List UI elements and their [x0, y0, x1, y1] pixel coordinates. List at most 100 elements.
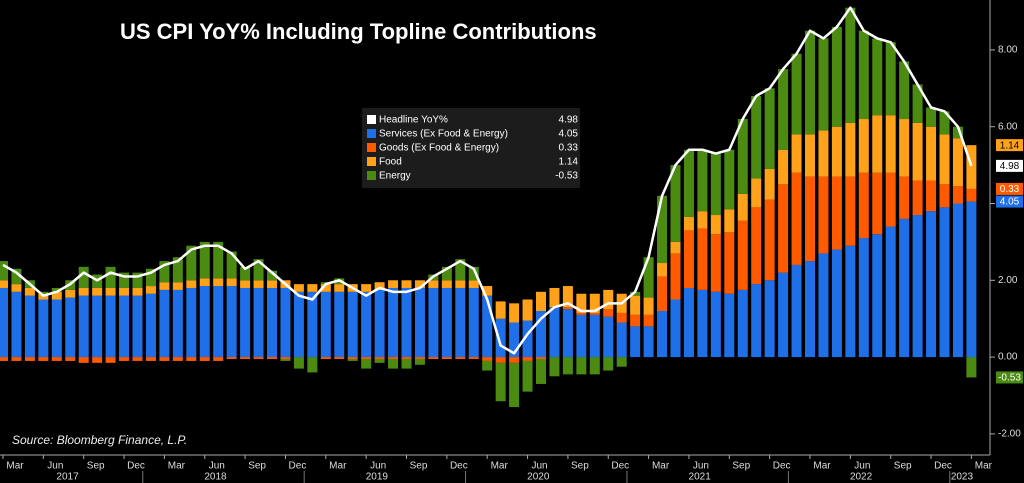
- bar: [805, 176, 815, 262]
- bar: [482, 295, 493, 358]
- bar: [92, 295, 103, 358]
- bar: [199, 357, 210, 361]
- bar: [858, 172, 869, 239]
- bar: [818, 176, 829, 254]
- bar: [791, 134, 802, 173]
- bar: [724, 293, 735, 358]
- bar: [495, 318, 506, 358]
- bar: [683, 230, 694, 288]
- bar: [24, 287, 35, 296]
- bar: [912, 215, 923, 358]
- bar: [576, 314, 587, 358]
- bar: [805, 261, 815, 358]
- bar: [778, 149, 789, 185]
- bar: [401, 280, 412, 288]
- bar: [293, 284, 304, 292]
- bar: [11, 357, 22, 361]
- bar: [105, 357, 116, 363]
- bar: [132, 272, 143, 288]
- bar: [576, 293, 587, 313]
- bar: [347, 359, 358, 361]
- bar: [226, 357, 237, 360]
- bar: [482, 286, 493, 296]
- bar: [589, 314, 600, 358]
- bar: [199, 286, 210, 358]
- bar: [38, 299, 49, 358]
- bar: [414, 357, 425, 360]
- x-tick-label: Dec: [934, 461, 952, 472]
- bar: [764, 168, 775, 200]
- bar: [159, 357, 170, 361]
- bar: [92, 357, 103, 363]
- bar: [670, 165, 681, 242]
- bar: [737, 220, 748, 290]
- value-tag: [996, 182, 1023, 195]
- bar: [347, 291, 358, 358]
- bar: [172, 257, 183, 283]
- bar: [78, 357, 89, 363]
- bar: [119, 295, 130, 358]
- bar: [240, 266, 251, 281]
- bar: [253, 287, 264, 358]
- bar: [858, 238, 869, 358]
- bar: [414, 280, 425, 288]
- bar: [92, 287, 103, 296]
- y-tick-label: 0.00: [998, 352, 1018, 363]
- bar: [172, 357, 183, 361]
- bar: [751, 207, 762, 285]
- bar: [737, 193, 748, 221]
- bar: [495, 362, 506, 402]
- bar: [670, 253, 681, 300]
- bar: [11, 291, 22, 358]
- bar: [818, 130, 829, 177]
- bar: [603, 316, 614, 358]
- bar: [267, 270, 277, 281]
- bar: [401, 357, 412, 360]
- bar: [724, 149, 735, 210]
- x-tick-label: Sep: [87, 461, 105, 472]
- bar: [320, 357, 331, 360]
- bar: [952, 186, 963, 204]
- bar: [320, 284, 331, 292]
- bar: [791, 53, 802, 135]
- year-label: 2017: [56, 472, 79, 483]
- bar: [576, 357, 587, 375]
- bar: [468, 280, 479, 288]
- bar: [657, 263, 668, 277]
- bar: [872, 38, 883, 116]
- bar: [562, 357, 573, 375]
- bar: [78, 266, 89, 288]
- bar: [172, 282, 183, 290]
- bar: [536, 359, 546, 384]
- bar: [737, 119, 748, 194]
- bar: [24, 357, 35, 361]
- bar: [939, 111, 950, 135]
- bar: [872, 115, 883, 173]
- bar: [199, 241, 210, 279]
- bar: [65, 297, 76, 358]
- x-tick-label: Mar: [491, 461, 509, 472]
- x-tick-label: Jun: [531, 461, 547, 472]
- value-tag-label: 4.05: [1000, 197, 1020, 208]
- bar: [213, 357, 224, 361]
- bar: [710, 234, 721, 292]
- bar: [307, 284, 318, 292]
- bar: [912, 122, 923, 181]
- x-tick-label: Jun: [370, 461, 386, 472]
- bar: [226, 251, 237, 279]
- bar: [374, 289, 385, 358]
- bar: [105, 295, 116, 358]
- bar: [522, 320, 533, 358]
- bar: [858, 30, 869, 120]
- bar: [199, 278, 210, 287]
- value-tag-label: 4.98: [1000, 161, 1020, 172]
- bar: [831, 126, 842, 177]
- bar: [186, 280, 197, 288]
- legend-swatch: [367, 115, 376, 124]
- bar: [253, 357, 264, 360]
- bar: [952, 138, 963, 187]
- bar: [589, 312, 600, 315]
- bar: [926, 211, 937, 358]
- bar: [11, 268, 22, 285]
- bar: [78, 287, 89, 296]
